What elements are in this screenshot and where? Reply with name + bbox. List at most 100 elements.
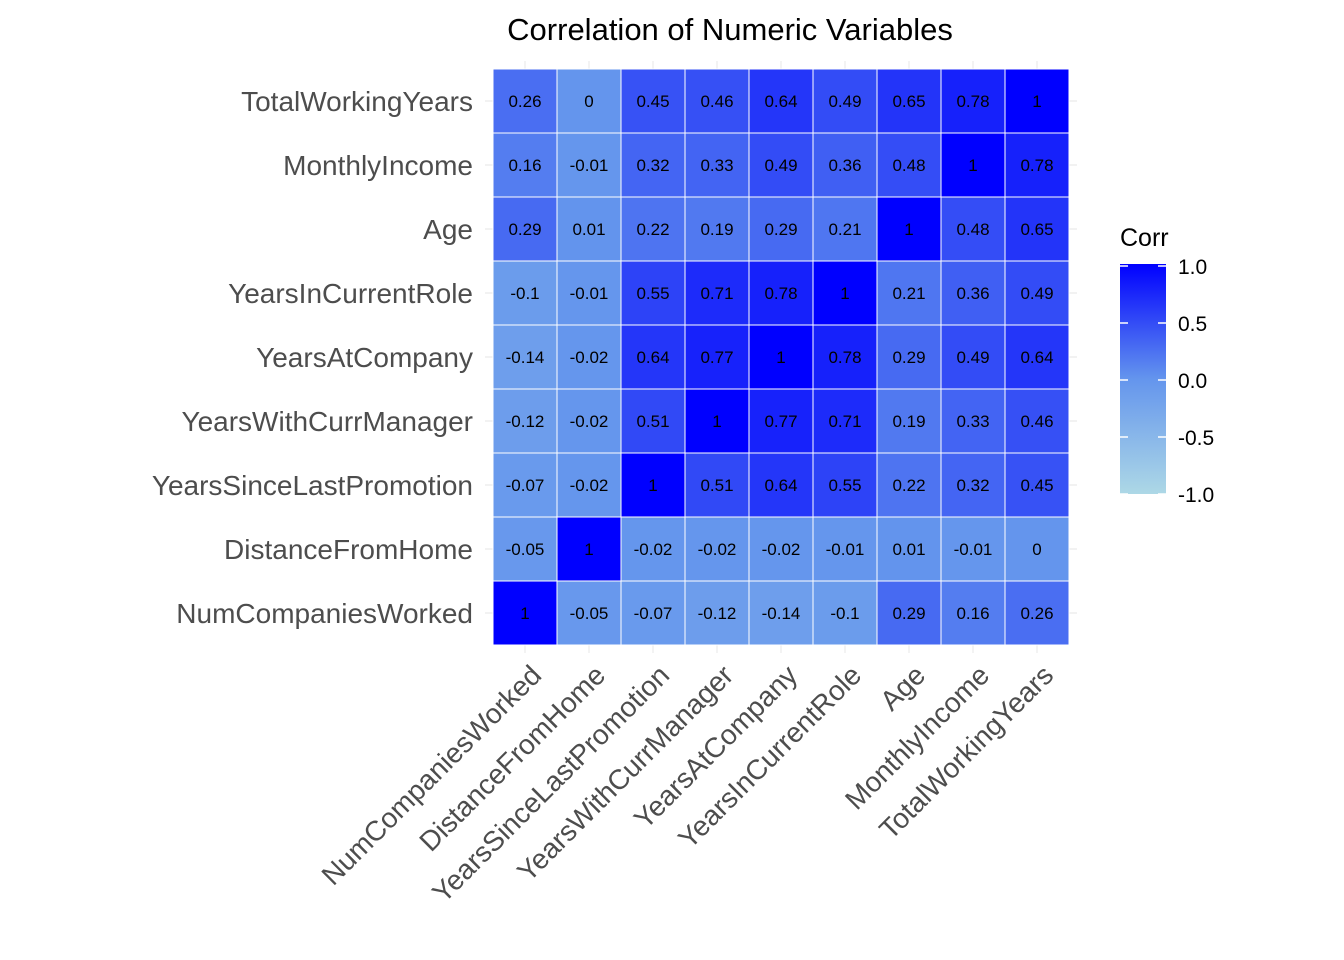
heatmap-cell [684, 580, 750, 646]
legend-title: Corr [1120, 224, 1169, 252]
heatmap-cell [940, 452, 1006, 518]
cell-value-label: 0 [584, 92, 593, 111]
cell-value-label: 0.16 [508, 156, 541, 175]
cell-value-label: 0.29 [508, 220, 541, 239]
cell-value-label: -0.05 [570, 604, 609, 623]
heatmap-cell [812, 580, 878, 646]
heatmap-cell [1004, 132, 1070, 198]
y-axis-labels: NumCompaniesWorked DistanceFromHome YearsS… [152, 86, 473, 629]
cell-value-label: 0.55 [828, 476, 861, 495]
cell-value-label: 0.29 [892, 348, 925, 367]
cell-value-labels: 1 -0.05 -0.07 -0.12 -0.14 -0.1 0.29 0.16 0.26 -0.… [506, 92, 1054, 623]
heatmap-cell [812, 516, 878, 582]
cell-value-label: 1 [648, 476, 657, 495]
heatmap-cell [492, 196, 558, 262]
cell-value-label: 0.22 [892, 476, 925, 495]
cell-value-label: 0.16 [956, 604, 989, 623]
cell-value-label: 0.71 [700, 284, 733, 303]
cell-value-label: -0.02 [762, 540, 801, 559]
heatmap-cell [556, 68, 622, 134]
cell-value-label: 0.49 [956, 348, 989, 367]
legend-colorbar [1120, 264, 1166, 494]
heatmap-cell [876, 68, 942, 134]
cell-value-label: -0.1 [830, 604, 859, 623]
cell-value-label: 0.32 [956, 476, 989, 495]
cell-value-label: -0.07 [506, 476, 545, 495]
cell-value-label: 0 [1032, 540, 1041, 559]
cell-value-label: -0.02 [570, 476, 609, 495]
heatmap-cell [620, 516, 686, 582]
y-tick-label: YearsInCurrentRole [228, 278, 473, 309]
cell-value-label: -0.01 [570, 156, 609, 175]
heatmap-cell [620, 68, 686, 134]
heatmap-cell [1004, 516, 1070, 582]
legend-tick-label: 1.0 [1178, 256, 1207, 279]
heatmap-cell [556, 132, 622, 198]
cell-value-label: -0.01 [954, 540, 993, 559]
cell-value-label: 0.29 [764, 220, 797, 239]
cell-value-label: -0.02 [570, 412, 609, 431]
cell-value-label: 0.78 [1020, 156, 1053, 175]
cell-value-label: 0.33 [956, 412, 989, 431]
heatmap-cell [812, 68, 878, 134]
cell-value-label: -0.1 [510, 284, 539, 303]
cell-value-label: 0.65 [1020, 220, 1053, 239]
heatmap-cell [684, 452, 750, 518]
cell-value-label: 0.22 [636, 220, 669, 239]
cell-value-label: 0.01 [892, 540, 925, 559]
cell-value-label: -0.05 [506, 540, 545, 559]
heatmap-cell [940, 132, 1006, 198]
cell-value-label: 0.64 [636, 348, 669, 367]
heatmap-cell [684, 516, 750, 582]
heatmap-cell [620, 452, 686, 518]
heatmap-cell [876, 132, 942, 198]
cell-value-label: -0.02 [570, 348, 609, 367]
heatmap-cell [940, 68, 1006, 134]
legend-tick-label: -0.5 [1178, 427, 1214, 450]
cell-value-label: 0.26 [508, 92, 541, 111]
heatmap-cell [556, 388, 622, 454]
heatmap-cell [556, 452, 622, 518]
cell-value-label: 0.01 [572, 220, 605, 239]
cell-value-label: 0.26 [1020, 604, 1053, 623]
cell-value-label: 0.78 [956, 92, 989, 111]
heatmap-cell [620, 260, 686, 326]
heatmap-cell [1004, 196, 1070, 262]
cell-value-label: 0.29 [892, 604, 925, 623]
heatmap-cell [1004, 260, 1070, 326]
x-tick-label: Age [874, 659, 931, 716]
cell-value-label: 0.65 [892, 92, 925, 111]
heatmap-cell [556, 260, 622, 326]
heatmap-cell [876, 452, 942, 518]
legend-tick-label: -1.0 [1178, 484, 1214, 507]
x-axis-labels: NumCompaniesWorkedDistanceFromHomeYearsS… [316, 659, 1060, 908]
cell-value-label: 1 [904, 220, 913, 239]
cell-value-label: 0.19 [892, 412, 925, 431]
cell-value-label: -0.01 [570, 284, 609, 303]
cell-value-label: 1 [584, 540, 593, 559]
cell-value-label: 0.55 [636, 284, 669, 303]
heatmap-cell [812, 132, 878, 198]
cell-value-label: -0.07 [634, 604, 673, 623]
cell-value-label: 0.49 [828, 92, 861, 111]
cell-value-label: -0.02 [634, 540, 673, 559]
heatmap-cell [1004, 452, 1070, 518]
legend-tick-label: 0.0 [1178, 370, 1207, 393]
cell-value-label: 0.36 [828, 156, 861, 175]
cell-value-label: 0.33 [700, 156, 733, 175]
cell-value-label: 0.21 [828, 220, 861, 239]
cell-value-label: -0.12 [698, 604, 737, 623]
y-tick-label: NumCompaniesWorked [176, 598, 473, 629]
heatmap-cell [940, 324, 1006, 390]
heatmap-cell [748, 516, 814, 582]
chart-title: Correlation of Numeric Variables [507, 12, 953, 47]
heatmap-cell [684, 388, 750, 454]
y-tick-label: MonthlyIncome [283, 150, 473, 181]
cell-value-label: 0.48 [892, 156, 925, 175]
cell-value-label: 1 [840, 284, 849, 303]
cell-value-label: 1 [520, 604, 529, 623]
cell-value-label: 0.32 [636, 156, 669, 175]
color-legend: Corr 1.0 0.5 0.0 -0.5 -1.0 [1120, 224, 1214, 507]
cell-value-label: 0.64 [764, 476, 797, 495]
y-tick-label: YearsWithCurrManager [181, 406, 473, 437]
